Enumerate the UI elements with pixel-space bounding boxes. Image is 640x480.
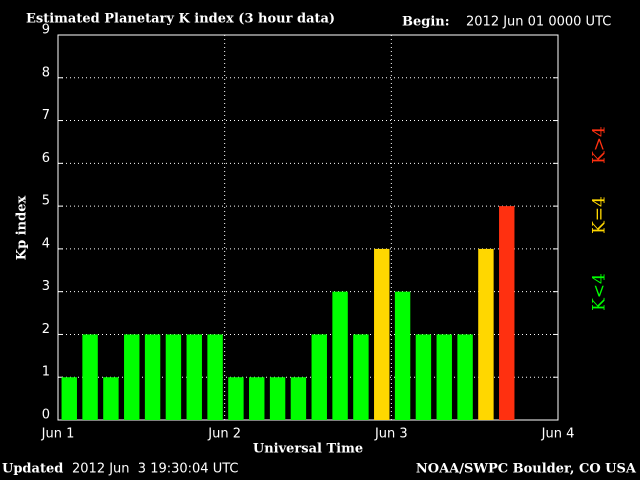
- updated-value: 2012 Jun 3 19:30:04 UTC: [72, 462, 239, 477]
- bar: [228, 377, 244, 420]
- updated-label: Updated: [2, 462, 63, 477]
- bar: [290, 377, 307, 420]
- x-tick-label: Jun 2: [207, 427, 241, 442]
- y-tick-label: 9: [42, 23, 50, 38]
- bar: [249, 377, 265, 420]
- bar: [374, 248, 390, 420]
- source: NOAA/SWPC Boulder, CO USA: [416, 462, 637, 477]
- x-tick-label: Jun 3: [374, 427, 408, 442]
- y-tick-label: 8: [42, 65, 50, 80]
- bar: [415, 334, 432, 420]
- y-tick-label: 2: [42, 322, 50, 337]
- y-axis-label: Kp index: [15, 196, 30, 261]
- y-tick-label: 5: [42, 194, 50, 209]
- bar: [436, 334, 452, 420]
- bar: [103, 377, 119, 420]
- begin-value: 2012 Jun 01 0000 UTC: [466, 15, 611, 30]
- y-tick-label: 1: [42, 365, 50, 380]
- bar: [207, 334, 223, 420]
- legend-entry: K<4: [590, 273, 610, 311]
- y-tick-label: 6: [42, 151, 50, 166]
- bar: [353, 334, 369, 420]
- legend-entry: K=4: [590, 196, 610, 234]
- bar: [124, 334, 140, 420]
- y-tick-label: 4: [42, 236, 50, 251]
- bar: [332, 291, 348, 420]
- begin-label: Begin:: [402, 15, 450, 30]
- y-tick-label: 3: [42, 279, 50, 294]
- bar: [311, 334, 327, 420]
- bar: [457, 334, 473, 420]
- x-axis-label: Universal Time: [253, 442, 363, 457]
- bar: [269, 377, 286, 420]
- y-tick-label: 7: [42, 108, 50, 123]
- chart-title: Estimated Planetary K index (3 hour data…: [26, 12, 335, 27]
- bar: [186, 334, 202, 420]
- bar: [61, 377, 77, 420]
- y-tick-label: 0: [42, 408, 50, 423]
- x-tick-label: Jun 4: [541, 427, 575, 442]
- bar: [394, 291, 411, 420]
- legend-entry: K>4: [590, 126, 610, 164]
- bar: [478, 248, 494, 420]
- bar: [499, 206, 515, 420]
- bar: [82, 334, 98, 420]
- x-tick-label: Jun 1: [41, 427, 75, 442]
- bar: [144, 334, 161, 420]
- bar: [165, 334, 182, 420]
- plot-frame: [57, 34, 559, 421]
